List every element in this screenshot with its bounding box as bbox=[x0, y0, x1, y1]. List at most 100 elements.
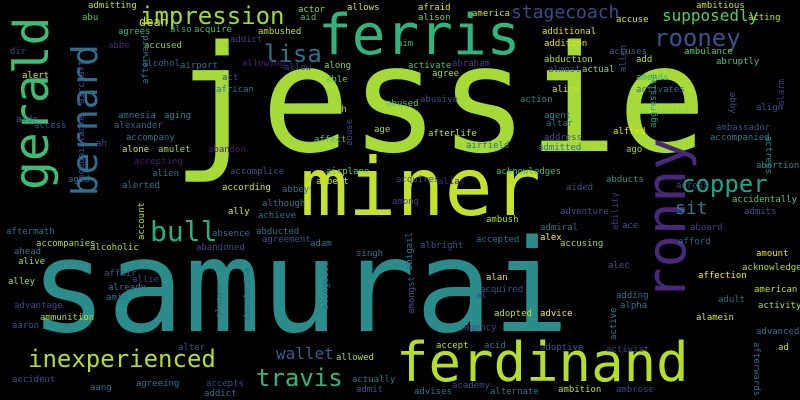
word: abraham bbox=[452, 59, 490, 69]
word: amid bbox=[106, 293, 128, 303]
word: acquire bbox=[194, 25, 232, 35]
word: alcoholic bbox=[90, 243, 139, 253]
word: abusive bbox=[420, 95, 458, 105]
word: accusing bbox=[560, 239, 604, 249]
word: accidentally bbox=[732, 195, 798, 205]
word: admits bbox=[744, 207, 777, 217]
word: allows bbox=[347, 3, 380, 13]
word: add bbox=[636, 55, 653, 65]
word: ah bbox=[96, 139, 107, 149]
word: acquires bbox=[396, 175, 440, 185]
word: ferris bbox=[318, 3, 521, 68]
word: ambrose bbox=[616, 385, 654, 395]
word: actually bbox=[352, 375, 396, 385]
word: aftermath bbox=[6, 227, 55, 237]
word: america bbox=[472, 9, 510, 19]
word: addition bbox=[544, 39, 588, 49]
word: alert bbox=[22, 71, 50, 81]
word: actor bbox=[298, 5, 326, 15]
word: agreement bbox=[262, 235, 311, 245]
word: alter bbox=[178, 343, 206, 353]
word: alive bbox=[18, 257, 46, 267]
word: across bbox=[676, 181, 709, 191]
word: bull bbox=[150, 215, 218, 248]
word: alien bbox=[152, 169, 180, 179]
word: rooney bbox=[654, 24, 741, 52]
word: ago bbox=[626, 145, 643, 155]
word: amulet bbox=[158, 145, 191, 155]
word: adult bbox=[718, 295, 746, 305]
word: alarm bbox=[777, 78, 787, 106]
word: agrees bbox=[118, 27, 151, 37]
word: airfield bbox=[466, 141, 510, 151]
word: also bbox=[170, 25, 192, 35]
word: ferdinand bbox=[396, 331, 689, 394]
word: abandon bbox=[208, 145, 246, 155]
word: among bbox=[392, 197, 420, 207]
word: alpha bbox=[620, 301, 648, 311]
word: acting bbox=[748, 13, 781, 23]
word: affect bbox=[314, 135, 347, 145]
word: aang bbox=[90, 383, 112, 393]
word: adding bbox=[616, 291, 649, 301]
word: although bbox=[262, 199, 306, 209]
word: ambush bbox=[486, 215, 519, 225]
word: abuse bbox=[345, 118, 355, 146]
word: activates bbox=[636, 85, 685, 95]
word: alec bbox=[608, 261, 630, 271]
word: aim bbox=[397, 39, 414, 49]
word: accompanied bbox=[710, 133, 770, 143]
word: abused bbox=[386, 99, 419, 109]
word: accept bbox=[436, 341, 469, 351]
word: activate bbox=[408, 61, 452, 71]
word: abigail bbox=[405, 232, 415, 270]
word: abduction bbox=[544, 55, 593, 65]
word: singh bbox=[356, 249, 384, 259]
word: additional bbox=[542, 27, 597, 37]
word: accuse bbox=[616, 15, 649, 25]
word: ally bbox=[228, 207, 250, 217]
word: able bbox=[326, 75, 348, 85]
word: albright bbox=[420, 241, 464, 251]
word: aaron bbox=[12, 321, 40, 331]
word: addict bbox=[204, 389, 237, 399]
word: addict bbox=[230, 35, 263, 45]
word: alone bbox=[122, 145, 150, 155]
word: academy bbox=[452, 381, 490, 391]
word: ace bbox=[622, 221, 639, 231]
word: always bbox=[215, 285, 225, 318]
word: acquired bbox=[480, 285, 524, 295]
word: alias bbox=[438, 177, 466, 187]
word: miner bbox=[300, 141, 541, 234]
word: abby bbox=[727, 92, 737, 114]
word: almost bbox=[548, 65, 581, 75]
word: sit bbox=[675, 198, 708, 219]
word: amount bbox=[756, 249, 789, 259]
word: afraid bbox=[418, 3, 451, 13]
word: aggressive bbox=[649, 73, 659, 128]
word: agency bbox=[464, 323, 497, 333]
word: afterwards bbox=[751, 342, 761, 397]
word: afford bbox=[678, 237, 711, 247]
word: according bbox=[222, 183, 271, 193]
word: alternate bbox=[490, 387, 539, 397]
word: ambulance bbox=[684, 47, 733, 57]
word: admiral bbox=[540, 223, 578, 233]
word: allowed bbox=[336, 353, 374, 363]
word: ambushed bbox=[258, 27, 302, 37]
word: jessie bbox=[172, 14, 707, 186]
word: dean bbox=[139, 15, 168, 29]
word: acid bbox=[484, 341, 506, 351]
word: aboard bbox=[690, 223, 723, 233]
word: abbey bbox=[282, 185, 310, 195]
word: admitting bbox=[88, 1, 137, 11]
word: adventure bbox=[560, 207, 609, 217]
word: abducted bbox=[256, 227, 300, 237]
word: alerted bbox=[122, 181, 160, 191]
word: aging bbox=[164, 111, 192, 121]
word: aircraft bbox=[77, 60, 87, 104]
word: african bbox=[216, 85, 254, 95]
word: absence bbox=[212, 229, 250, 239]
word: accepted bbox=[476, 235, 520, 245]
